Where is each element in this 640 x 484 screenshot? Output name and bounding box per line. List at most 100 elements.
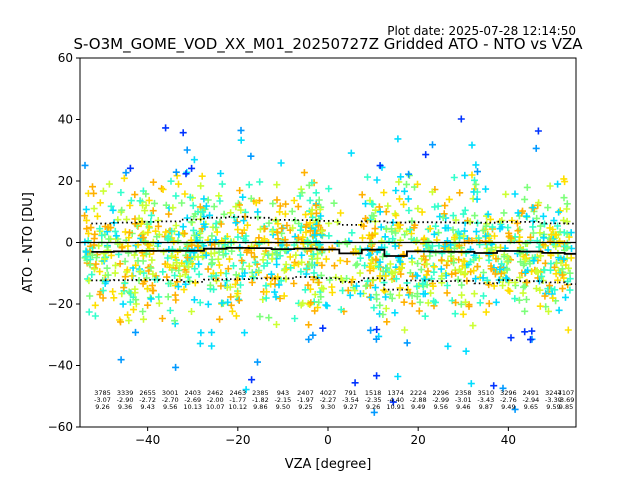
- bin-count-label: 2655: [139, 389, 156, 397]
- scatter-point: [121, 273, 129, 281]
- scatter-point: [154, 222, 162, 230]
- scatter-point: [104, 271, 112, 279]
- scatter-point: [273, 181, 281, 189]
- scatter-point: [98, 232, 106, 239]
- scatter-point: [353, 282, 360, 290]
- scatter-point: [564, 326, 572, 334]
- scatter-point: [263, 288, 270, 296]
- scatter-point: [172, 296, 180, 304]
- scatter-point: [182, 280, 190, 288]
- scatter-point: [233, 218, 241, 226]
- scatter-point: [432, 249, 440, 257]
- scatter-point: [504, 224, 512, 232]
- scatter-point: [499, 282, 507, 289]
- scatter-point: [376, 301, 384, 309]
- scatter-point: [497, 269, 505, 277]
- scatter-point: [117, 356, 125, 364]
- scatter-point: [180, 286, 188, 294]
- scatter-point: [112, 261, 119, 269]
- scatter-point: [232, 271, 240, 279]
- scatter-point: [82, 248, 90, 256]
- scatter-point: [237, 126, 245, 134]
- scatter-point: [252, 199, 260, 207]
- scatter-point: [372, 335, 380, 343]
- scatter-point: [375, 263, 383, 271]
- scatter-point: [146, 242, 154, 250]
- scatter-point: [181, 271, 189, 279]
- scatter-point: [382, 293, 390, 301]
- scatter-point: [308, 261, 316, 269]
- scatter-point: [474, 168, 481, 176]
- bin-std-label: 9.87: [479, 403, 493, 411]
- scatter-point: [267, 270, 275, 278]
- scatter-point: [153, 233, 161, 241]
- bin-std-label: 9.56: [433, 403, 447, 411]
- scatter-point: [535, 243, 543, 251]
- scatter-point: [429, 141, 436, 149]
- scatter-point: [434, 202, 442, 210]
- scatter-point: [382, 225, 390, 233]
- scatter-point: [555, 306, 563, 314]
- scatter-point: [423, 260, 431, 268]
- scatter-point: [186, 277, 194, 285]
- scatter-point: [147, 211, 155, 219]
- scatter-point: [159, 268, 167, 276]
- scatter-point: [126, 202, 134, 209]
- scatter-point: [487, 246, 495, 254]
- scatter-point: [168, 245, 176, 253]
- scatter-point: [519, 289, 527, 297]
- scatter-point: [213, 228, 221, 236]
- y-axis-label: ATO - NTO [DU]: [21, 192, 36, 293]
- scatter-point: [456, 234, 463, 242]
- scatter-point: [197, 182, 205, 190]
- scatter-point: [166, 263, 174, 271]
- scatter-point: [371, 284, 379, 292]
- scatter-point: [131, 191, 139, 199]
- scatter-point: [422, 151, 430, 159]
- scatter-point: [368, 247, 376, 255]
- bin-std-label: 9.59: [546, 403, 560, 411]
- scatter-point: [277, 159, 285, 167]
- scatter-point: [441, 243, 449, 250]
- scatter-point: [554, 276, 562, 284]
- scatter-point: [234, 295, 242, 303]
- scatter-point: [202, 202, 210, 210]
- scatter-point: [207, 250, 215, 258]
- scatter-point: [215, 192, 223, 200]
- scatter-point: [198, 172, 206, 180]
- scatter-point: [336, 257, 344, 265]
- scatter-point: [528, 327, 536, 335]
- scatter-point: [238, 257, 246, 265]
- bin-std-label: 9.46: [456, 403, 470, 411]
- scatter-point: [537, 222, 544, 230]
- scatter-point: [527, 233, 534, 241]
- scatter-point: [314, 254, 321, 262]
- scatter-point: [559, 285, 566, 293]
- scatter-point: [155, 293, 163, 301]
- scatter-point: [240, 217, 248, 225]
- scatter-point: [312, 189, 320, 197]
- scatter-point: [120, 284, 128, 292]
- scatter-point: [306, 196, 314, 204]
- scatter-point: [498, 260, 506, 268]
- scatter-point: [124, 311, 132, 319]
- bin-mean-label: -1.97: [297, 396, 314, 404]
- scatter-point: [430, 268, 438, 276]
- scatter-point: [424, 237, 432, 245]
- scatter-point: [348, 229, 356, 237]
- scatter-point: [424, 267, 432, 275]
- scatter-point: [529, 229, 537, 237]
- scatter-point: [492, 244, 500, 251]
- x-tick-label: 40: [501, 433, 516, 447]
- scatter-point: [85, 230, 92, 238]
- scatter-point: [397, 173, 405, 181]
- scatter-point: [488, 223, 496, 231]
- scatter-point: [482, 222, 490, 230]
- scatter-point: [263, 274, 271, 281]
- scatter-point: [449, 226, 457, 234]
- scatter-point: [522, 268, 529, 276]
- scatter-point: [190, 296, 198, 304]
- scatter-point: [132, 261, 140, 269]
- scatter-point: [122, 169, 130, 177]
- scatter-point: [521, 307, 529, 315]
